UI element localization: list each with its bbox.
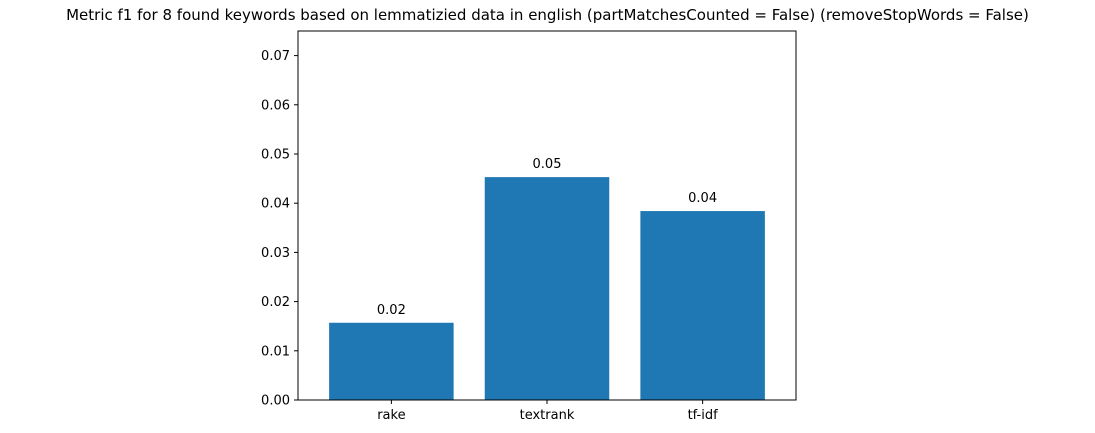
x-tick-label: textrank (520, 408, 575, 423)
data-label: 0.05 (533, 157, 562, 172)
x-axis-labels: rake textrank tf-idf (377, 400, 718, 423)
data-labels: 0.02 0.05 0.04 (377, 157, 717, 318)
y-tick-label: 0.01 (261, 344, 290, 359)
bar-group (329, 177, 765, 400)
y-tick-label: 0.06 (261, 98, 290, 113)
data-label: 0.04 (688, 191, 717, 206)
bar-textrank (484, 177, 610, 400)
chart-title: Metric f1 for 8 found keywords based on … (66, 6, 1029, 24)
y-tick-label: 0.05 (261, 148, 290, 163)
bar-tf-idf (640, 211, 765, 400)
y-tick-label: 0.07 (261, 49, 290, 64)
plot-frame (297, 30, 797, 401)
bar-rake (329, 322, 454, 400)
data-label: 0.02 (377, 303, 406, 318)
y-tick-label: 0.02 (261, 295, 290, 310)
x-tick-label: rake (377, 408, 405, 423)
y-axis-labels: 0.00 0.01 0.02 0.03 0.04 0.05 0.06 0.07 (261, 49, 298, 409)
x-tick-label: tf-idf (688, 408, 719, 423)
y-tick-label: 0.03 (261, 246, 290, 261)
y-tick-label: 0.00 (261, 394, 290, 409)
y-tick-label: 0.04 (261, 197, 290, 212)
